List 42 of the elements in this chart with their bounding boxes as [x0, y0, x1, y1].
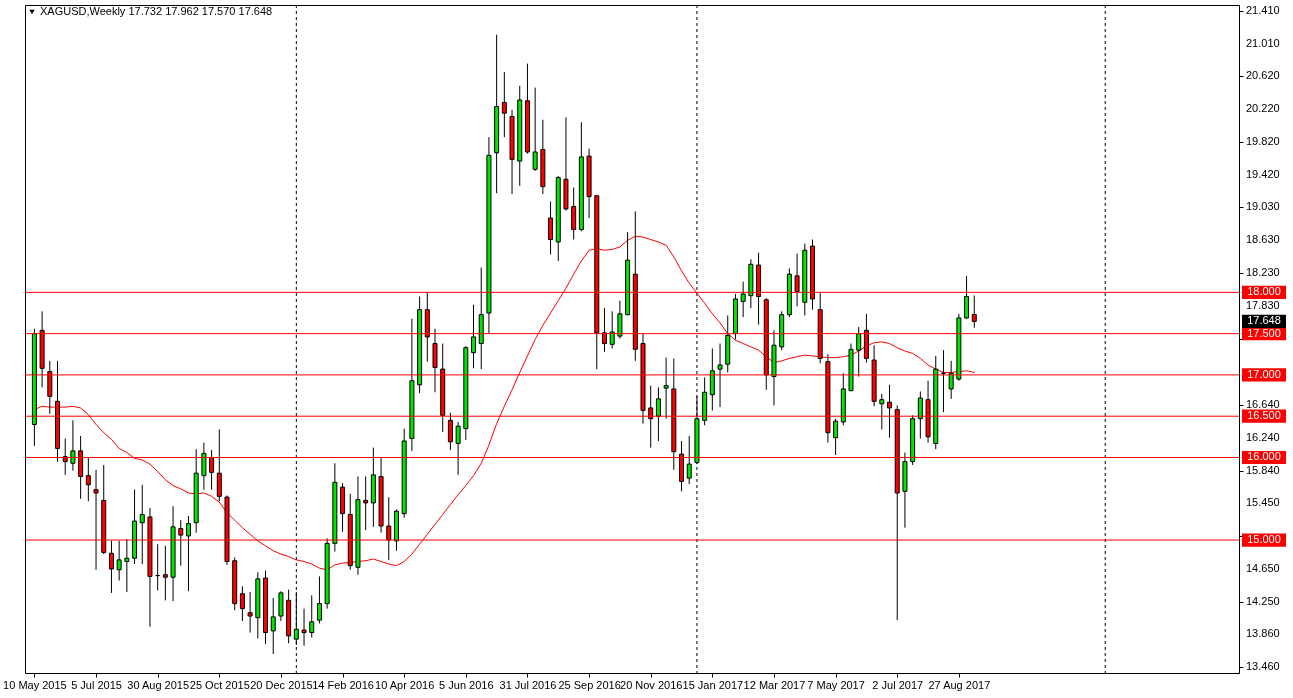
x-tick-label: 15 Jan 2017 — [682, 678, 744, 691]
ref-line-label: 15.000 — [1247, 533, 1281, 546]
ref-line-label: 18.000 — [1247, 285, 1281, 298]
x-tick-label: 20 Nov 2016 — [620, 678, 683, 691]
y-tick-label: 19.030 — [1246, 200, 1280, 213]
y-tick-label: 14.650 — [1246, 561, 1280, 574]
x-tick-label: 25 Sep 2016 — [558, 678, 621, 691]
x-tick-label: 10 Apr 2016 — [375, 678, 435, 691]
y-tick-label: 18.630 — [1246, 233, 1280, 246]
x-tick-label: 30 Aug 2015 — [127, 678, 190, 691]
y-tick-label: 19.820 — [1246, 135, 1280, 148]
ref-line-label: 16.500 — [1247, 409, 1281, 422]
chart-title: XAGUSD,Weekly 17.732 17.962 17.570 17.648 — [40, 5, 273, 17]
y-tick-label: 13.460 — [1246, 660, 1280, 673]
x-tick-label: 20 Dec 2015 — [250, 678, 313, 691]
x-tick-label: 2 Jul 2017 — [872, 678, 924, 691]
y-tick-label: 14.250 — [1246, 594, 1280, 607]
y-tick-label: 21.010 — [1246, 36, 1280, 49]
ref-line-label: 16.000 — [1247, 450, 1281, 463]
x-tick-label: 27 Aug 2017 — [928, 678, 991, 691]
y-tick-label: 17.830 — [1246, 299, 1280, 312]
y-tick-label: 16.240 — [1246, 430, 1280, 443]
y-tick-label: 16.640 — [1246, 397, 1280, 410]
x-tick-label: 25 Oct 2015 — [189, 678, 250, 691]
x-tick-label: 5 Jun 2016 — [439, 678, 494, 691]
y-tick-label: 15.450 — [1246, 495, 1280, 508]
x-tick-label: 5 Jul 2015 — [71, 678, 122, 691]
text: 17.648 — [1247, 314, 1281, 327]
x-tick-label: 12 Mar 2017 — [743, 678, 806, 691]
ref-line-label: 17.500 — [1247, 326, 1281, 339]
y-tick-label: 20.220 — [1246, 102, 1280, 115]
y-tick-label: 15.840 — [1246, 463, 1280, 476]
y-tick-label: 18.230 — [1246, 266, 1280, 279]
x-tick-label: 7 May 2017 — [807, 678, 865, 691]
ref-line-label: 17.000 — [1247, 367, 1281, 380]
y-tick-label: 20.620 — [1246, 69, 1280, 82]
x-tick-label: 31 Jul 2016 — [499, 678, 557, 691]
y-tick-label: 21.410 — [1246, 3, 1280, 16]
x-tick-label: 14 Feb 2016 — [312, 678, 374, 691]
y-tick-label: 13.860 — [1246, 627, 1280, 640]
x-tick-label: 10 May 2015 — [3, 678, 67, 691]
y-tick-label: 19.420 — [1246, 168, 1280, 181]
